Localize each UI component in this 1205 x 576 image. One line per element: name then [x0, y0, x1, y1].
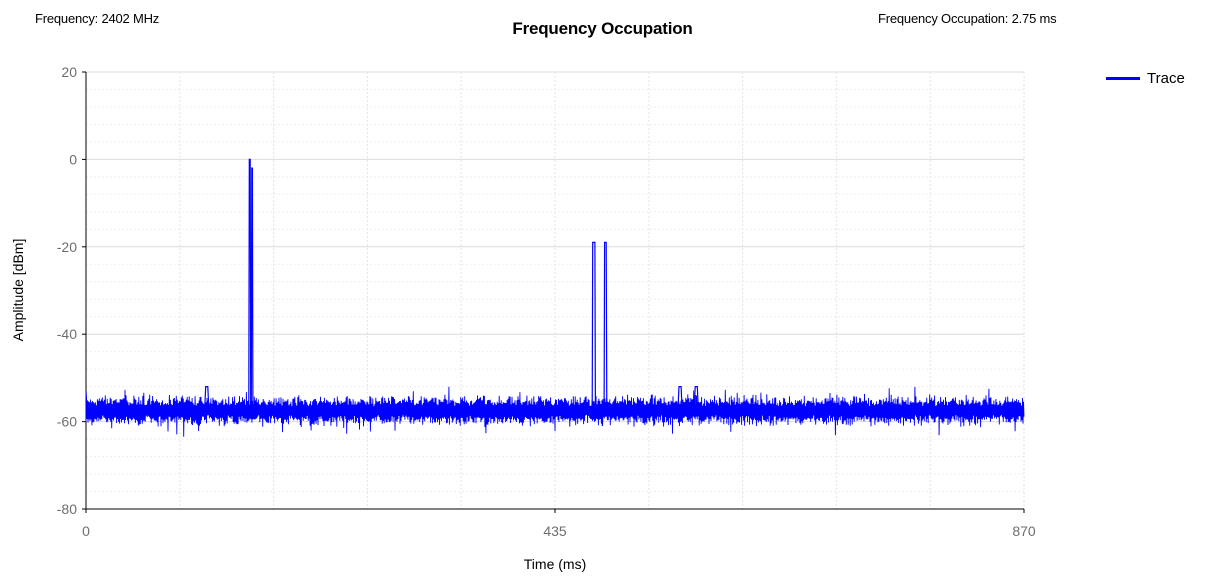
y-tick-label: -60	[57, 414, 77, 430]
legend-swatch-trace	[1106, 77, 1140, 80]
y-tick-label: -20	[57, 239, 77, 255]
x-axis-label: Time (ms)	[524, 556, 586, 572]
y-tick-label: -80	[57, 501, 77, 517]
y-tick-label: -40	[57, 326, 77, 342]
series-layer	[85, 158, 1025, 437]
x-tick-label: 435	[543, 523, 567, 539]
y-tick-label: 0	[69, 151, 77, 167]
legend: Trace	[1106, 70, 1185, 87]
x-tick-labels: 0 435 870	[82, 509, 1036, 539]
series-noise-trace	[85, 386, 1025, 437]
y-tick-label: 20	[61, 64, 77, 80]
x-tick-label: 0	[82, 523, 90, 539]
frequency-readout: Frequency: 2402 MHz	[35, 11, 160, 26]
y-axis-label: Amplitude [dBm]	[10, 239, 26, 342]
legend-label-trace: Trace	[1147, 70, 1185, 87]
y-tick-labels: 20 0 -20 -40 -60 -80	[57, 64, 86, 517]
occupation-readout: Frequency Occupation: 2.75 ms	[878, 11, 1057, 26]
x-tick-label: 870	[1012, 523, 1036, 539]
chart-title: Frequency Occupation	[512, 19, 693, 38]
grid-lines	[86, 71, 1025, 509]
